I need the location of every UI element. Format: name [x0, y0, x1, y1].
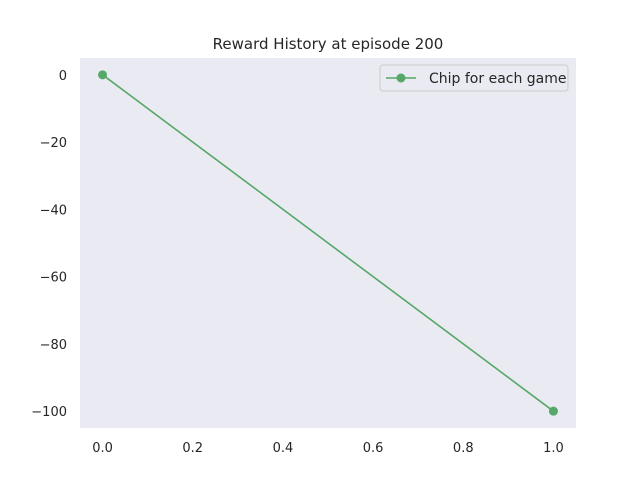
legend-label: Chip for each game	[429, 71, 567, 87]
data-point	[98, 70, 108, 80]
legend-marker	[396, 73, 406, 83]
x-axis-ticks: 0.0 0.2 0.4 0.6 0.8 1.0	[92, 441, 564, 456]
y-tick-label: −80	[40, 338, 67, 353]
x-tick-label: 0.6	[363, 441, 384, 456]
x-tick-label: 0.2	[182, 441, 203, 456]
data-point	[548, 406, 558, 416]
y-tick-label: −20	[40, 136, 67, 151]
series-line	[102, 74, 554, 412]
y-tick-label: −100	[31, 405, 67, 420]
x-tick-label: 0.4	[273, 441, 294, 456]
x-tick-label: 1.0	[543, 441, 564, 456]
chart-title: Reward History at episode 200	[213, 35, 444, 53]
y-tick-label: −40	[40, 203, 67, 218]
x-tick-label: 0.0	[92, 441, 113, 456]
legend: Chip for each game	[379, 64, 569, 92]
x-tick-label: 0.8	[453, 441, 474, 456]
y-tick-label: 0	[59, 69, 67, 84]
y-axis-ticks: 0 −20 −40 −60 −80 −100	[31, 69, 67, 420]
y-tick-label: −60	[40, 271, 67, 286]
legend-box	[379, 64, 569, 92]
series-layer	[98, 70, 558, 416]
